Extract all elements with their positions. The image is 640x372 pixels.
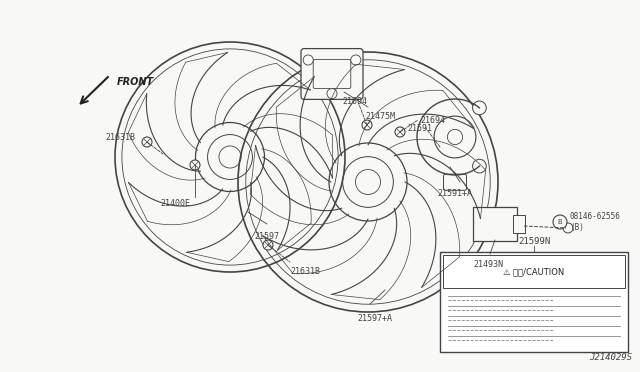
Circle shape <box>303 55 313 65</box>
Circle shape <box>472 159 486 173</box>
Circle shape <box>142 137 152 147</box>
Text: 21597: 21597 <box>255 232 280 241</box>
Text: 08146-62556
(B): 08146-62556 (B) <box>570 212 621 232</box>
Circle shape <box>327 89 337 99</box>
FancyBboxPatch shape <box>443 255 625 288</box>
Text: 21493N: 21493N <box>473 260 503 269</box>
Text: 21631B: 21631B <box>290 267 320 276</box>
Circle shape <box>351 55 361 65</box>
Text: 21694: 21694 <box>342 97 367 106</box>
FancyBboxPatch shape <box>440 252 628 352</box>
Text: 21475M: 21475M <box>365 112 395 121</box>
Circle shape <box>553 215 567 229</box>
Text: 21400E: 21400E <box>160 199 190 208</box>
FancyBboxPatch shape <box>313 60 351 89</box>
Text: FRONT: FRONT <box>117 77 154 87</box>
Text: 21597+A: 21597+A <box>358 314 392 323</box>
FancyBboxPatch shape <box>301 49 363 99</box>
Text: J214029S: J214029S <box>589 353 632 362</box>
Text: 21631B: 21631B <box>105 132 135 141</box>
Text: ⚠ 注意/CAUTION: ⚠ 注意/CAUTION <box>504 267 564 276</box>
Circle shape <box>362 120 372 130</box>
FancyBboxPatch shape <box>513 215 525 233</box>
Circle shape <box>190 160 200 170</box>
Text: 21591: 21591 <box>408 124 433 133</box>
FancyBboxPatch shape <box>473 207 517 241</box>
Text: 21591+A: 21591+A <box>438 189 472 198</box>
Circle shape <box>472 101 486 115</box>
Text: 21599N: 21599N <box>518 237 550 246</box>
Circle shape <box>263 240 273 250</box>
Circle shape <box>395 127 405 137</box>
Text: B: B <box>557 219 563 225</box>
Circle shape <box>563 223 573 233</box>
FancyBboxPatch shape <box>444 174 467 190</box>
Text: 21694: 21694 <box>420 115 445 125</box>
